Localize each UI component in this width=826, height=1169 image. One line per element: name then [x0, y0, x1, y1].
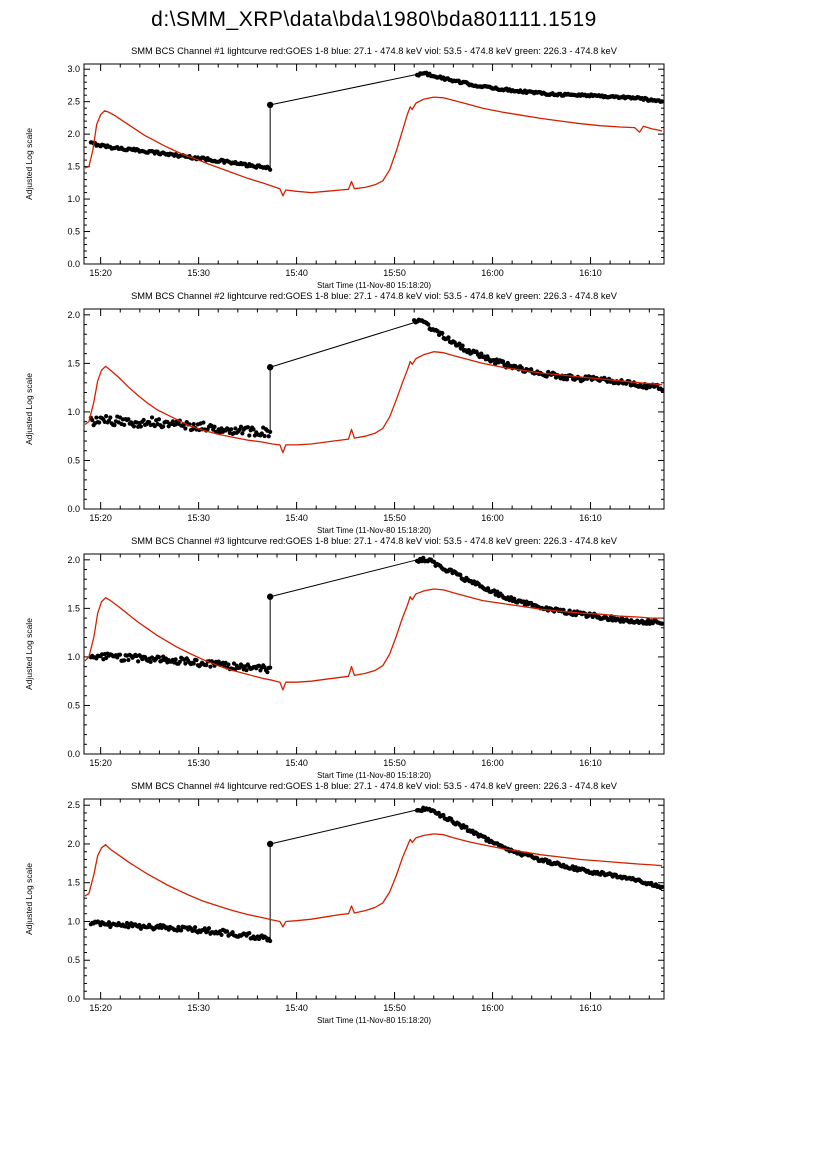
axes: 15:20 15:30 15:40 15:50 16:00 16:10 0.0 0.5 1.0 1… [67, 799, 664, 1013]
x-tick-label: 15:20 [89, 1003, 112, 1013]
axes: 15:20 15:30 15:40 15:50 16:00 16:10 0.0 0.5 1.0 1… [67, 309, 664, 523]
x-tick-label: 16:10 [579, 758, 602, 768]
y-axis-label: Adjusted Log scale [24, 618, 34, 690]
y-tick-label: 1.0 [67, 407, 80, 417]
x-tick-label: 15:30 [187, 268, 210, 278]
y-tick-label: 1.5 [67, 162, 80, 172]
bcs-black-series [88, 555, 665, 675]
y-tick-label: 1.0 [67, 652, 80, 662]
goes-red-curve [84, 833, 663, 928]
gap-jump-point [266, 101, 274, 109]
y-tick-label: 1.5 [67, 878, 80, 888]
x-tick-label: 16:10 [579, 513, 602, 523]
y-tick-label: 2.0 [67, 310, 80, 320]
x-tick-label: 15:20 [89, 268, 112, 278]
y-tick-label: 0.5 [67, 227, 80, 237]
x-tick-label: 15:40 [285, 268, 308, 278]
x-axis-label: Start Time (11-Nov-80 15:18:20) [317, 771, 431, 780]
bcs-black-series [88, 805, 665, 944]
y-tick-label: 1.5 [67, 603, 80, 613]
chart-svg-channel-4: SMM BCS Channel #4 lightcurve red:GOES 1… [24, 781, 665, 1025]
chart-svg-channel-1: SMM BCS Channel #1 lightcurve red:GOES 1… [24, 46, 665, 290]
y-tick-label: 2.5 [67, 800, 80, 810]
x-tick-label: 16:00 [481, 268, 504, 278]
x-tick-label: 15:30 [187, 758, 210, 768]
x-tick-label: 15:20 [89, 513, 112, 523]
y-tick-label: 1.0 [67, 194, 80, 204]
y-tick-label: 2.0 [67, 555, 80, 565]
chart-channel-3: SMM BCS Channel #3 lightcurve red:GOES 1… [18, 534, 718, 784]
axes: 15:20 15:30 15:40 15:50 16:00 16:10 0.0 0.5 1.0 1… [67, 554, 664, 768]
gap-connector-line [270, 73, 418, 106]
y-tick-label: 1.0 [67, 916, 80, 926]
y-tick-label: 0.0 [67, 749, 80, 759]
y-tick-label: 0.5 [67, 955, 80, 965]
x-tick-label: 16:00 [481, 513, 504, 523]
y-tick-label: 0.5 [67, 455, 80, 465]
chart-channel-2: SMM BCS Channel #2 lightcurve red:GOES 1… [18, 289, 718, 539]
x-tick-label: 15:40 [285, 1003, 308, 1013]
file-path-title: d:\SMM_XRP\data\bda\1980\bda801111.1519 [151, 8, 597, 31]
gap-connector-line [270, 559, 418, 598]
y-tick-label: 0.0 [67, 994, 80, 1004]
bcs-black-series [88, 317, 665, 439]
y-axis-label: Adjusted Log scale [24, 128, 34, 200]
y-tick-label: 2.0 [67, 129, 80, 139]
y-tick-label: 2.0 [67, 839, 80, 849]
y-tick-label: 2.5 [67, 97, 80, 107]
x-tick-label: 15:40 [285, 513, 308, 523]
y-tick-label: 1.5 [67, 358, 80, 368]
x-tick-label: 16:00 [481, 1003, 504, 1013]
plot-frame [83, 308, 665, 510]
x-tick-label: 15:50 [383, 268, 406, 278]
y-tick-label: 0.0 [67, 259, 80, 269]
x-tick-label: 15:50 [383, 758, 406, 768]
bcs-black-series [88, 70, 665, 172]
plot-frame [83, 553, 665, 755]
chart-title: SMM BCS Channel #4 lightcurve red:GOES 1… [131, 781, 618, 791]
goes-red-curve [84, 351, 663, 454]
x-tick-label: 15:30 [187, 1003, 210, 1013]
gap-jump-point [266, 840, 274, 848]
x-tick-label: 15:40 [285, 758, 308, 768]
y-axis-label: Adjusted Log scale [24, 373, 34, 445]
plot-frame [83, 63, 665, 265]
x-tick-label: 15:30 [187, 513, 210, 523]
y-tick-label: 0.0 [67, 504, 80, 514]
chart-channel-4: SMM BCS Channel #4 lightcurve red:GOES 1… [18, 779, 718, 1029]
x-tick-label: 15:20 [89, 758, 112, 768]
x-tick-label: 16:10 [579, 268, 602, 278]
y-axis-label: Adjusted Log scale [24, 863, 34, 935]
chart-channel-1: SMM BCS Channel #1 lightcurve red:GOES 1… [18, 44, 718, 294]
x-axis-label: Start Time (11-Nov-80 15:18:20) [317, 1016, 431, 1025]
chart-title: SMM BCS Channel #1 lightcurve red:GOES 1… [131, 46, 618, 56]
chart-svg-channel-3: SMM BCS Channel #3 lightcurve red:GOES 1… [24, 536, 665, 780]
goes-red-curve [84, 96, 663, 197]
gap-jump-point [266, 593, 274, 600]
chart-title: SMM BCS Channel #3 lightcurve red:GOES 1… [131, 536, 618, 546]
x-tick-label: 15:50 [383, 1003, 406, 1013]
y-tick-label: 0.5 [67, 700, 80, 710]
gap-connector-line [270, 322, 415, 368]
x-axis-label: Start Time (11-Nov-80 15:18:20) [317, 526, 431, 535]
chart-svg-channel-2: SMM BCS Channel #2 lightcurve red:GOES 1… [24, 291, 665, 535]
axes: 15:20 15:30 15:40 15:50 16:00 16:10 0.0 0.5 1.0 1… [67, 64, 664, 278]
goes-red-curve [84, 588, 662, 691]
x-tick-label: 16:00 [481, 758, 504, 768]
plot-frame [83, 798, 665, 1000]
bcs-post-line [414, 320, 663, 389]
y-tick-label: 3.0 [67, 64, 80, 74]
gap-connector-line [270, 809, 418, 845]
x-tick-label: 16:10 [579, 1003, 602, 1013]
x-axis-label: Start Time (11-Nov-80 15:18:20) [317, 281, 431, 290]
gap-jump-point [266, 364, 274, 371]
chart-title: SMM BCS Channel #2 lightcurve red:GOES 1… [131, 291, 618, 301]
x-tick-label: 15:50 [383, 513, 406, 523]
